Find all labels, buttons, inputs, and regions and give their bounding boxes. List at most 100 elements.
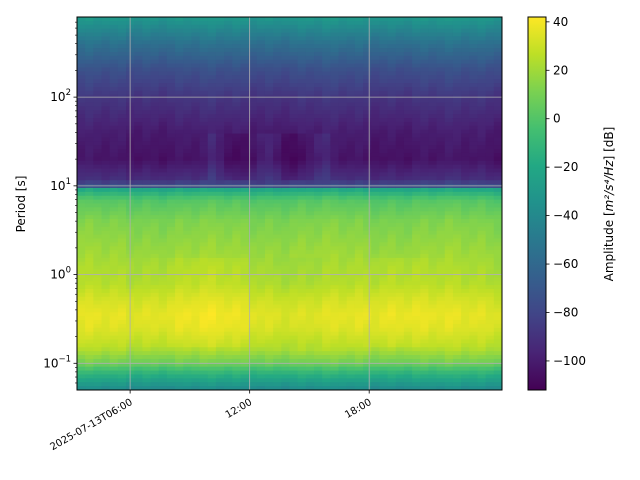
heatmap-cell bbox=[264, 28, 274, 34]
heatmap-cell bbox=[363, 83, 372, 88]
heatmap-cell bbox=[142, 176, 152, 181]
heatmap-cell bbox=[256, 269, 266, 275]
heatmap-cell bbox=[297, 281, 307, 286]
heatmap-cell bbox=[354, 79, 364, 84]
heatmap-cell bbox=[363, 265, 372, 271]
heatmap-cell bbox=[289, 312, 299, 317]
heatmap-cell bbox=[191, 102, 201, 107]
heatmap-cell bbox=[256, 40, 266, 45]
heatmap-cell bbox=[403, 98, 413, 104]
heatmap-cell bbox=[452, 195, 462, 201]
heatmap-cell bbox=[166, 226, 176, 232]
heatmap-cell bbox=[493, 358, 502, 364]
heatmap-cell bbox=[273, 28, 282, 34]
heatmap-cell bbox=[493, 351, 502, 356]
heatmap-cell bbox=[191, 269, 201, 275]
heatmap-cell bbox=[403, 222, 413, 228]
heatmap-cell bbox=[412, 184, 421, 189]
heatmap-cell bbox=[387, 110, 397, 115]
heatmap-cell bbox=[485, 67, 495, 72]
heatmap-cell bbox=[485, 118, 495, 123]
heatmap-cell bbox=[354, 59, 364, 65]
heatmap-cell bbox=[77, 187, 86, 193]
heatmap-cell bbox=[420, 203, 430, 208]
heatmap-cell bbox=[77, 152, 86, 158]
heatmap-cell bbox=[175, 160, 184, 166]
heatmap-cell bbox=[183, 98, 193, 104]
heatmap-cell bbox=[264, 79, 274, 84]
heatmap-cell bbox=[240, 145, 250, 150]
heatmap-cell bbox=[134, 67, 143, 72]
heatmap-cell bbox=[273, 180, 282, 185]
heatmap-cell bbox=[387, 32, 397, 38]
heatmap-cell bbox=[109, 106, 119, 111]
heatmap-cell bbox=[338, 48, 348, 53]
heatmap-cell bbox=[142, 145, 152, 150]
heatmap-cell bbox=[469, 133, 479, 139]
heatmap-cell bbox=[379, 55, 389, 61]
heatmap-cell bbox=[248, 355, 258, 360]
heatmap-cell bbox=[281, 242, 291, 247]
heatmap-cell bbox=[183, 362, 193, 368]
heatmap-cell bbox=[109, 133, 119, 139]
heatmap-cell bbox=[240, 20, 250, 26]
heatmap-cell bbox=[256, 199, 266, 205]
heatmap-cell bbox=[289, 285, 299, 290]
heatmap-cell bbox=[452, 312, 462, 317]
heatmap-cell bbox=[371, 118, 380, 123]
heatmap-cell bbox=[240, 343, 250, 348]
heatmap-cell bbox=[77, 265, 86, 271]
heatmap-cell bbox=[363, 102, 372, 107]
heatmap-cell bbox=[183, 32, 193, 38]
heatmap-cell bbox=[444, 102, 454, 107]
heatmap-cell bbox=[117, 343, 127, 348]
heatmap-cell bbox=[281, 351, 291, 356]
heatmap-cell bbox=[281, 292, 291, 298]
heatmap-cell bbox=[412, 327, 421, 333]
heatmap-cell bbox=[477, 269, 487, 275]
heatmap-cell bbox=[77, 285, 86, 290]
heatmap-cell bbox=[109, 17, 119, 22]
heatmap-cell bbox=[207, 343, 217, 348]
heatmap-cell bbox=[191, 114, 201, 119]
heatmap-cell bbox=[403, 230, 413, 236]
heatmap-cell bbox=[387, 59, 397, 65]
heatmap-cell bbox=[273, 24, 282, 30]
heatmap-cell bbox=[354, 191, 364, 197]
heatmap-cell bbox=[379, 374, 389, 379]
heatmap-cell bbox=[134, 292, 143, 298]
heatmap-cell bbox=[158, 32, 168, 38]
heatmap-cell bbox=[264, 316, 274, 321]
heatmap-cell bbox=[101, 296, 111, 302]
heatmap-cell bbox=[207, 300, 217, 306]
heatmap-cell bbox=[395, 17, 405, 22]
heatmap-cell bbox=[183, 40, 193, 45]
heatmap-cell bbox=[428, 63, 438, 69]
heatmap-cell bbox=[330, 133, 340, 139]
heatmap-cell bbox=[166, 222, 176, 228]
heatmap-cell bbox=[199, 149, 209, 154]
heatmap-cell bbox=[207, 386, 217, 390]
heatmap-cell bbox=[354, 292, 364, 298]
heatmap-cell bbox=[134, 288, 143, 294]
heatmap-cell bbox=[305, 164, 315, 170]
heatmap-cell bbox=[109, 149, 119, 154]
heatmap-cell bbox=[191, 331, 201, 337]
heatmap-cell bbox=[191, 17, 201, 22]
heatmap-cell bbox=[379, 281, 389, 286]
heatmap-cell bbox=[232, 199, 242, 205]
heatmap-cell bbox=[273, 222, 282, 228]
heatmap-cell bbox=[175, 149, 184, 154]
heatmap-cell bbox=[477, 102, 487, 107]
heatmap-cell bbox=[273, 195, 282, 201]
heatmap-cell bbox=[93, 215, 103, 220]
heatmap-cell bbox=[166, 339, 176, 344]
heatmap-cell bbox=[485, 83, 495, 88]
heatmap-cell bbox=[117, 308, 127, 313]
heatmap-cell bbox=[363, 118, 372, 123]
heatmap-cell bbox=[330, 44, 340, 49]
heatmap-cell bbox=[273, 199, 282, 205]
heatmap-cell bbox=[330, 176, 340, 181]
heatmap-cell bbox=[175, 17, 184, 22]
heatmap-cell bbox=[305, 149, 315, 154]
